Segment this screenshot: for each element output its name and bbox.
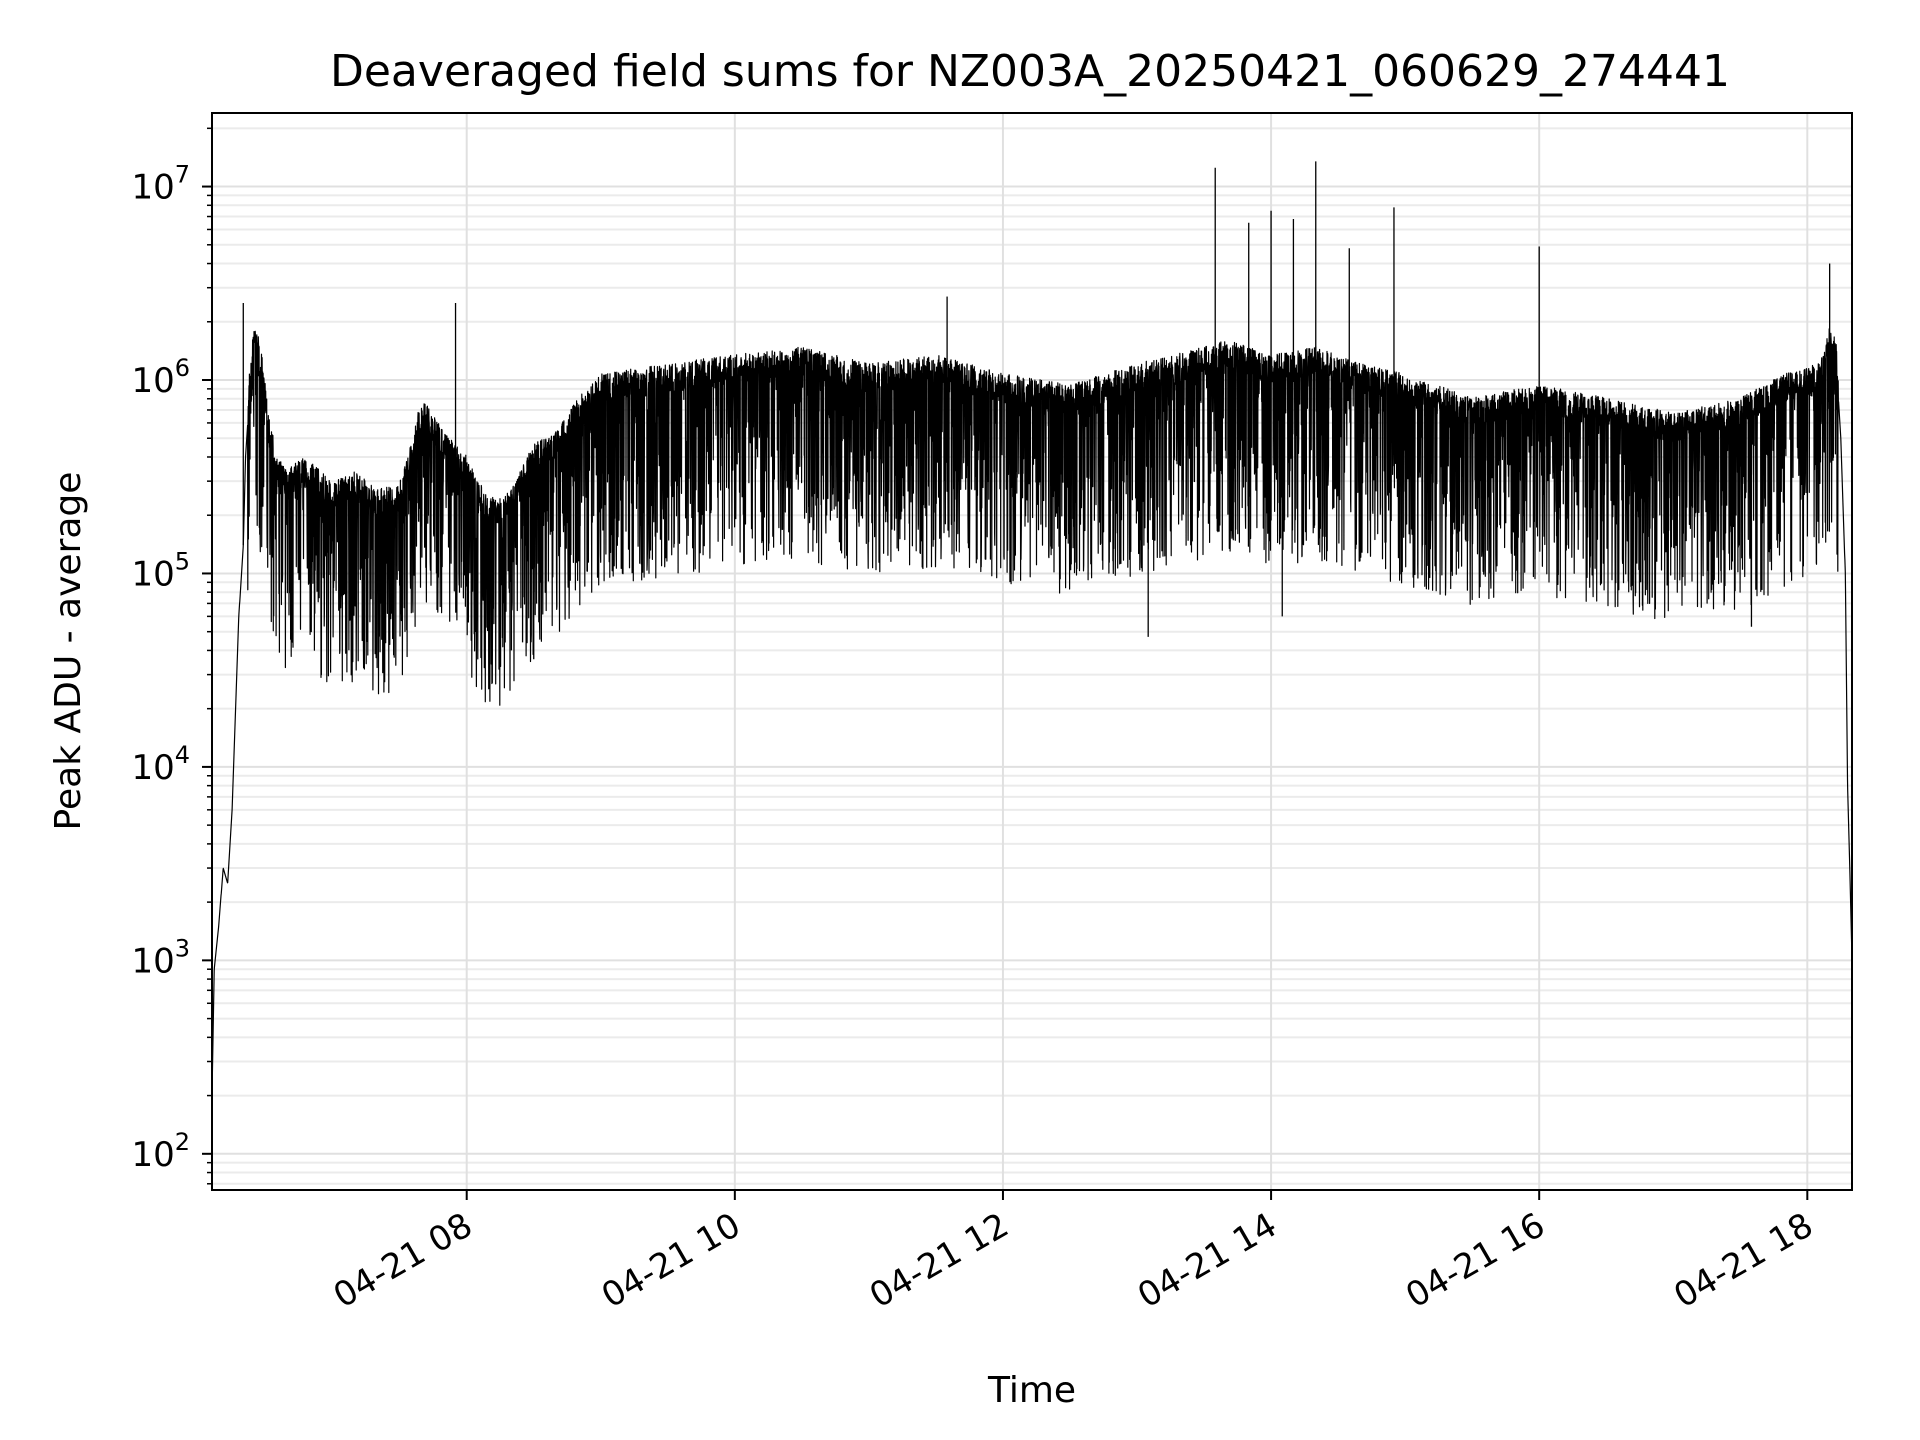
grid-major <box>212 113 1852 1190</box>
y-tick-label: 105 <box>131 547 190 594</box>
x-tick-label: 04-21 10 <box>595 1205 747 1316</box>
x-axis-label: Time <box>987 1370 1076 1411</box>
y-tick-label: 102 <box>131 1128 190 1175</box>
x-tick-label: 04-21 12 <box>863 1205 1015 1316</box>
y-axis-label: Peak ADU - average <box>48 472 89 831</box>
series-layer <box>211 161 1853 1096</box>
x-tick-label: 04-21 16 <box>1399 1205 1551 1316</box>
y-tick-label: 106 <box>131 354 190 401</box>
x-tick-label: 04-21 08 <box>327 1205 479 1316</box>
y-tick-label: 107 <box>131 161 190 208</box>
x-tick-label: 04-21 18 <box>1667 1205 1819 1316</box>
x-tick-label: 04-21 14 <box>1131 1205 1283 1316</box>
chart-title: Deaveraged field sums for NZ003A_2025042… <box>330 46 1730 97</box>
y-tick-label: 104 <box>131 741 190 788</box>
grid-minor <box>207 127 1852 1185</box>
x-axis: 04-21 08 04-21 10 04-21 12 04-21 14 04-21 16… <box>327 1190 1820 1316</box>
y-axis: 102 103 104 105 106 107 <box>131 161 212 1175</box>
y-tick-label: 103 <box>131 934 190 981</box>
plot-frame <box>211 112 1853 1191</box>
series-line <box>211 328 1853 1096</box>
